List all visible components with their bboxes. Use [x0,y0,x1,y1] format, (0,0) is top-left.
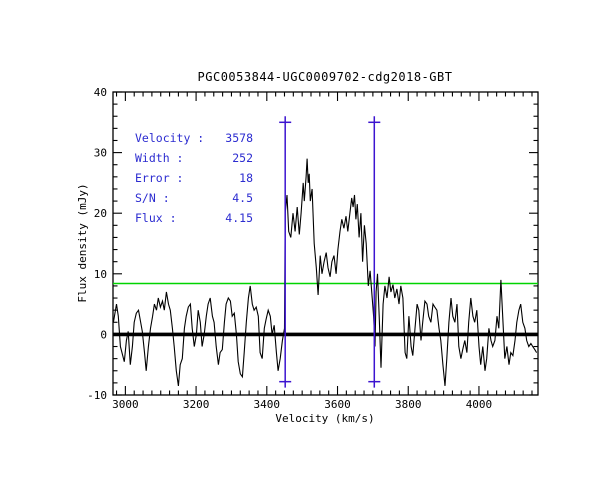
measurement-annotations: Velocity : 3578 Width : 252 Error : 18 S/N : 4.… [135,131,253,225]
annotation-value: 3578 [225,131,253,145]
axis-ticks [113,91,538,396]
signal-boundary-markers [279,116,381,388]
x-tick-label: 3200 [183,398,210,411]
annotation-label: Flux : [135,211,177,225]
x-tick-label: 3400 [254,398,281,411]
spectrum-line [112,158,538,386]
y-tick-label: 10 [94,268,107,281]
y-tick-label: 20 [94,207,107,220]
annotation-label: S/N : [135,191,170,205]
x-tick-label: 3600 [324,398,351,411]
x-tick-label: 3800 [395,398,422,411]
y-tick-label: 30 [94,147,107,160]
y-tick-label: 40 [94,86,107,99]
y-axis-label: Flux density (mJy) [76,183,89,302]
annotation-value: 4.15 [225,211,253,225]
annotation-value: 18 [239,171,253,185]
annotation-label: Velocity : [135,131,204,145]
annotation-value: 252 [232,151,253,165]
plot-title: PGC0053844-UGC0009702-cdg2018-GBT [198,70,453,84]
annotation-label: Width : [135,151,183,165]
y-tick-label: 0 [100,328,107,341]
axis-tick-labels: 3000 3200 3400 3600 3800 4000 -10 0 10 20 30 40 [87,86,492,411]
plot-frame [112,91,539,396]
x-tick-label: 3000 [112,398,139,411]
x-axis-label: Velocity (km/s) [275,412,374,425]
x-tick-label: 4000 [466,398,493,411]
spectrum-polyline [112,158,538,386]
annotation-label: Error : [135,171,183,185]
frame-rect [112,91,539,396]
annotation-value: 4.5 [232,191,253,205]
y-tick-label: -10 [87,389,107,402]
